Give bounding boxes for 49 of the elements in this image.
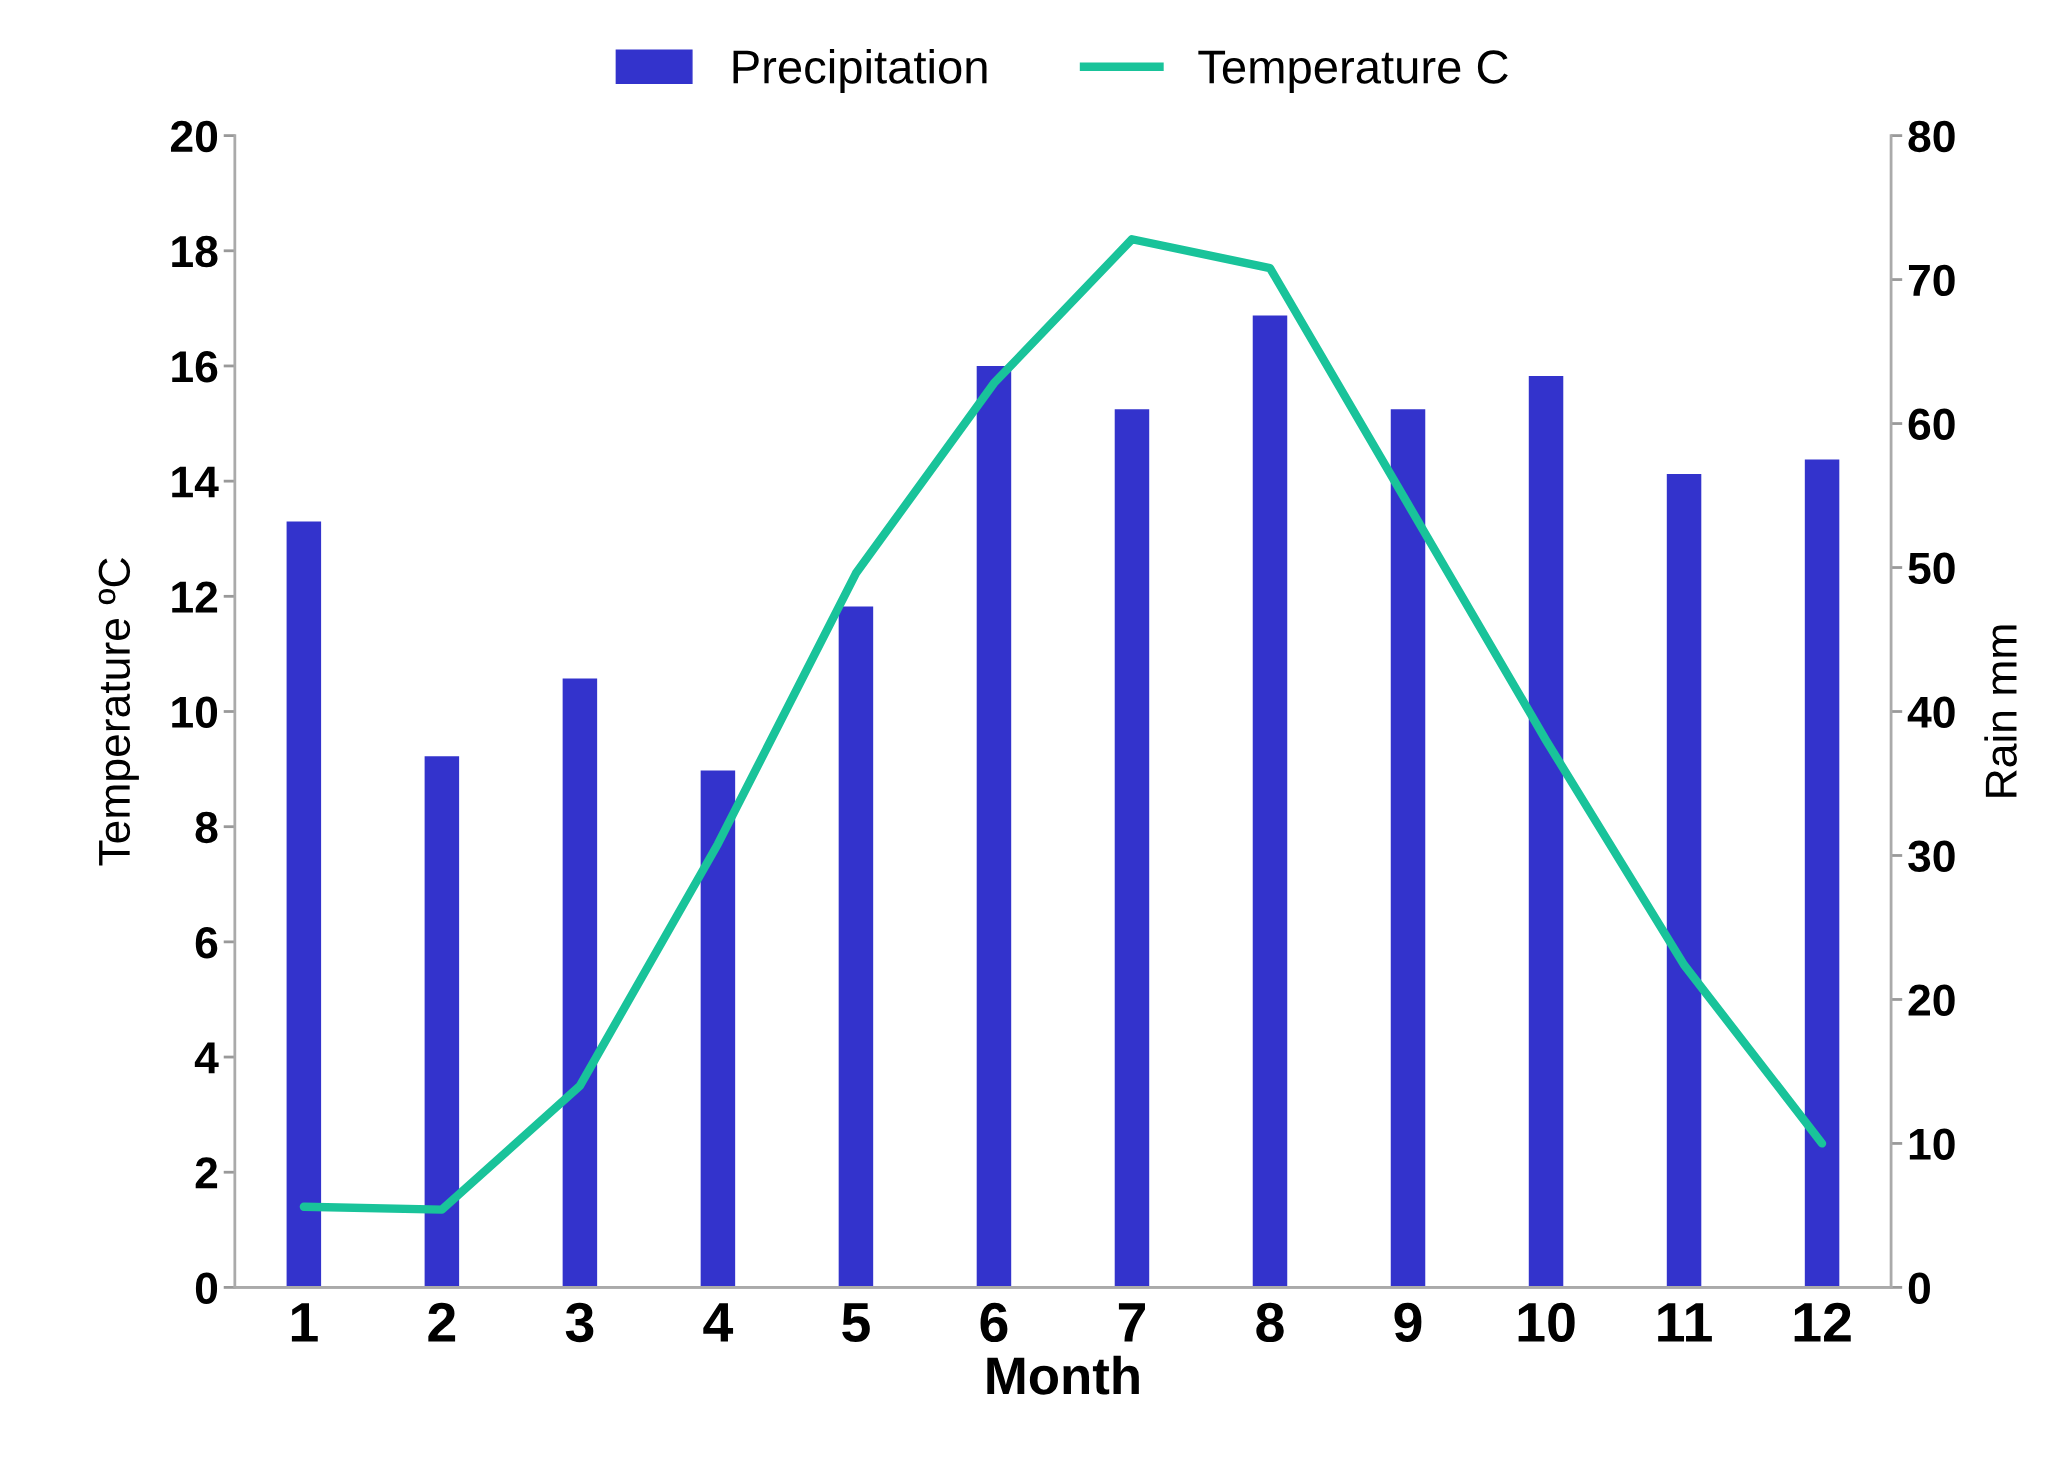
- x-tick-label: 7: [1118, 1303, 1145, 1342]
- bar: [1390, 409, 1426, 1288]
- bar: [424, 756, 460, 1288]
- y-tick-label: 2: [195, 1157, 218, 1189]
- x-tick-label: 5: [842, 1303, 870, 1343]
- bar: [1666, 473, 1702, 1288]
- legend-label: Temperature C: [1198, 50, 1508, 94]
- y2-tick-label: 80: [1908, 120, 1955, 153]
- x-tick-label: 9: [1394, 1302, 1422, 1343]
- bar: [286, 521, 322, 1288]
- x-tick-label: 2: [428, 1302, 456, 1342]
- y-tick-label: 6: [195, 926, 218, 959]
- y-axis-title: Temperature ºC: [98, 558, 139, 866]
- x-tick-label: 1: [291, 1303, 318, 1342]
- y2-tick-label: 70: [1908, 264, 1955, 297]
- x-axis-title: Month: [987, 1355, 1139, 1395]
- bar: [562, 678, 598, 1288]
- y-tick-label: 20: [170, 120, 218, 153]
- bar: [700, 770, 736, 1288]
- y-tick-label: 4: [194, 1042, 219, 1074]
- y-tick-label: 18: [172, 235, 218, 268]
- y2-tick-label: 40: [1907, 696, 1955, 729]
- bar: [1252, 315, 1288, 1288]
- bar: [838, 606, 874, 1288]
- y-tick-label: 14: [172, 466, 219, 498]
- bar: [1804, 459, 1840, 1288]
- x-tick-label: 6: [980, 1302, 1008, 1343]
- y-tick-label: 8: [195, 811, 218, 844]
- y-tick-label: 12: [172, 581, 218, 613]
- y-tick-label: 16: [172, 351, 218, 383]
- bar: [1114, 409, 1150, 1288]
- y-tick-label: 0: [195, 1272, 218, 1304]
- x-tick-label: 10: [1518, 1302, 1575, 1343]
- y2-tick-label: 50: [1908, 552, 1955, 585]
- y2-tick-label: 10: [1909, 1128, 1955, 1160]
- y-tick-label: 10: [172, 696, 218, 729]
- y2-tick-label: 60: [1908, 408, 1955, 441]
- x-tick-label: 11: [1658, 1303, 1712, 1342]
- y2-axis-title: Rain mm: [1984, 625, 2017, 797]
- y2-tick-label: 20: [1908, 984, 1955, 1016]
- bar: [1528, 376, 1564, 1288]
- y2-tick-label: 30: [1908, 840, 1955, 873]
- x-tick-label: 8: [1256, 1302, 1284, 1343]
- y2-tick-label: 0: [1908, 1272, 1930, 1304]
- x-tick-label: 3: [565, 1302, 594, 1343]
- bar: [976, 365, 1012, 1288]
- legend-label: Precipitation: [733, 49, 987, 94]
- x-tick-label: 12: [1794, 1302, 1851, 1342]
- x-tick-label: 4: [703, 1303, 734, 1342]
